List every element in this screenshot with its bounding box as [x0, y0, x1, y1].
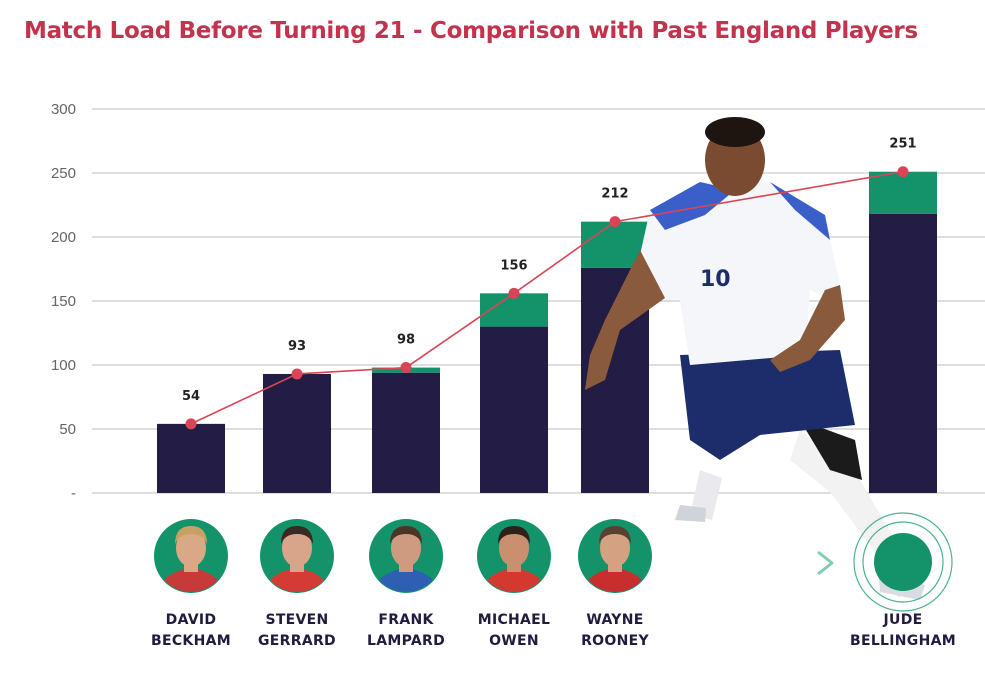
player-name-line: BECKHAM [151, 633, 231, 649]
bars [157, 171, 937, 493]
player-arm [585, 250, 665, 390]
player-shirt-shoulder [650, 182, 735, 230]
player-avatar [154, 519, 228, 593]
player-name: FRANK LAMPARD [367, 612, 445, 649]
player-name-line: OWEN [489, 633, 539, 649]
bar-segment [480, 326, 548, 493]
data-label: 251 [889, 137, 916, 152]
trend-point [897, 166, 909, 178]
data-label: 93 [288, 339, 306, 354]
trend-point [291, 368, 303, 380]
y-tick-label: 200 [51, 229, 76, 246]
player-name: MICHAEL OWEN [478, 612, 551, 649]
trend-point [400, 362, 412, 374]
arrow-head [817, 550, 834, 576]
player-name-line: FRANK [378, 612, 434, 628]
player-name-line: ROONEY [581, 633, 649, 649]
player-shorts [680, 350, 855, 460]
avatar-hair [599, 526, 631, 544]
player-name: DAVID BECKHAM [151, 612, 231, 649]
player-name: JUDE BELLINGHAM [850, 612, 956, 649]
player-knee-sleeve [800, 420, 862, 480]
player-name-line: MICHAEL [478, 612, 551, 628]
avatar-hair [281, 526, 313, 544]
y-tick-label: - [71, 485, 76, 502]
target-ring-middle [862, 521, 944, 603]
avatar-face [391, 529, 421, 567]
player-name-line: LAMPARD [367, 633, 445, 649]
player-name-line: WAYNE [586, 612, 643, 628]
data-label: 54 [182, 389, 200, 404]
chart-title: Match Load Before Turning 21 - Compariso… [24, 18, 918, 44]
shirt-number: 10 [700, 267, 731, 292]
data-label: 212 [601, 187, 628, 202]
y-tick-label: 50 [59, 421, 76, 438]
player-figure: 10 [585, 117, 925, 600]
y-axis: - 50 100 150 200 250 300 [51, 101, 76, 502]
bar-segment [480, 293, 548, 327]
bar-segment [869, 171, 937, 214]
y-tick-label: 100 [51, 357, 76, 374]
player-name-line: GERRARD [258, 633, 336, 649]
bar-segment [263, 373, 331, 493]
player-boot [675, 505, 706, 522]
player-name-line: STEVEN [265, 612, 328, 628]
player-avatar [477, 519, 551, 593]
avatar-face [176, 529, 206, 567]
player-name-line: DAVID [166, 612, 217, 628]
player-arm [770, 285, 845, 372]
target-ring-outer [853, 512, 953, 612]
player-name-line: BELLINGHAM [850, 633, 956, 649]
player-avatars [154, 512, 953, 612]
avatar-hair [498, 526, 530, 544]
data-label: 98 [397, 333, 415, 348]
trend-point [609, 216, 621, 228]
y-tick-label: 300 [51, 101, 76, 118]
trend-line-path [190, 170, 904, 425]
player-avatar [369, 519, 443, 593]
data-label: 156 [500, 258, 527, 273]
avatar-face [499, 529, 529, 567]
bar-segment [157, 423, 225, 493]
bar-segment [372, 372, 440, 493]
y-tick-label: 250 [51, 165, 76, 182]
player-name-line: JUDE [883, 612, 923, 628]
player-names: DAVID BECKHAM STEVEN GERRARD FRANK LAMPARD MIC… [151, 612, 956, 649]
player-avatar [578, 519, 652, 593]
trend-line [185, 166, 909, 430]
bar-segment [869, 213, 937, 493]
player-shirt [640, 182, 840, 365]
player-hair [705, 117, 765, 147]
player-name: STEVEN GERRARD [258, 612, 336, 649]
avatar-face [600, 529, 630, 567]
trend-point [185, 418, 197, 430]
target-ring-inner [874, 533, 932, 591]
player-avatar [260, 519, 334, 593]
avatar-face [282, 529, 312, 567]
y-tick-label: 150 [51, 293, 76, 310]
trend-point [508, 287, 520, 299]
avatar-hair [390, 526, 422, 544]
player-name: WAYNE ROONEY [581, 612, 649, 649]
data-labels: 54 93 98 156 212 251 [182, 137, 917, 404]
avatar-hair [175, 526, 207, 544]
player-shirt-shoulder [770, 182, 830, 240]
